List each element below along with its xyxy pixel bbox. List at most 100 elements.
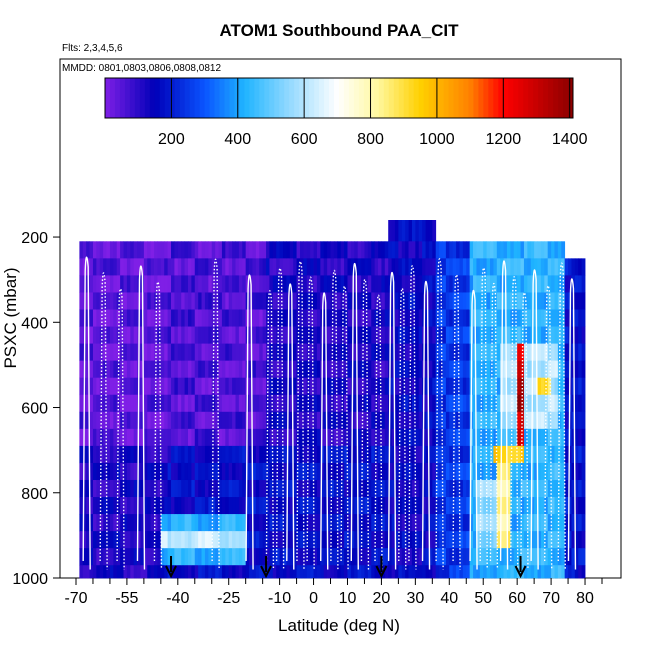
heatmap-cell bbox=[510, 445, 515, 464]
heatmap-cell bbox=[157, 343, 162, 362]
heatmap-cell bbox=[109, 565, 114, 579]
heatmap-cell bbox=[506, 548, 511, 566]
heatmap-cell bbox=[147, 360, 152, 379]
heatmap-cell bbox=[262, 445, 267, 464]
heatmap-cell bbox=[272, 497, 277, 515]
heatmap-cell bbox=[459, 309, 464, 327]
colorbar-swatch bbox=[398, 78, 405, 118]
heatmap-cell bbox=[456, 428, 460, 447]
colorbar-tick-label: 400 bbox=[224, 131, 251, 148]
heatmap-cell bbox=[415, 309, 420, 327]
heatmap-cell bbox=[109, 497, 114, 515]
heatmap-cell bbox=[283, 343, 287, 362]
heatmap-cell bbox=[344, 394, 348, 413]
heatmap-cell bbox=[445, 445, 450, 464]
heatmap-cell bbox=[157, 258, 162, 276]
heatmap-cell bbox=[449, 497, 454, 515]
heatmap-cell bbox=[204, 445, 209, 464]
heatmap-cell bbox=[527, 514, 532, 532]
heatmap-cell bbox=[449, 343, 454, 362]
heatmap-cell bbox=[283, 241, 287, 259]
heatmap-cell bbox=[394, 394, 399, 413]
heatmap-cell bbox=[544, 275, 549, 293]
heatmap-cell bbox=[191, 479, 196, 498]
heatmap-cell bbox=[293, 565, 297, 579]
heatmap-cell bbox=[578, 462, 583, 481]
heatmap-cell bbox=[187, 275, 192, 293]
heatmap-cell bbox=[238, 377, 243, 396]
heatmap-cell bbox=[79, 497, 84, 515]
heatmap-cell bbox=[490, 377, 494, 396]
heatmap-cell bbox=[449, 531, 454, 549]
heatmap-cell bbox=[333, 531, 338, 549]
heatmap-cell bbox=[106, 292, 111, 310]
heatmap-cell bbox=[221, 497, 226, 515]
heatmap-cell bbox=[293, 445, 297, 464]
heatmap-cell bbox=[439, 548, 443, 566]
heatmap-cell bbox=[469, 462, 474, 481]
heatmap-cell bbox=[506, 360, 511, 379]
heatmap-cell bbox=[442, 479, 447, 498]
heatmap-cell bbox=[350, 445, 355, 464]
heatmap-cell bbox=[581, 326, 586, 344]
heatmap-cell bbox=[221, 360, 226, 379]
heatmap-cell bbox=[445, 309, 450, 327]
heatmap-cell bbox=[347, 411, 352, 430]
heatmap-cell bbox=[272, 360, 277, 379]
heatmap-cell bbox=[181, 377, 185, 396]
heatmap-cell bbox=[310, 241, 314, 259]
heatmap-cell bbox=[238, 497, 243, 515]
heatmap-cell bbox=[367, 497, 372, 515]
heatmap-cell bbox=[340, 514, 345, 532]
heatmap-cell bbox=[235, 377, 240, 396]
heatmap-cell bbox=[364, 514, 369, 532]
heatmap-cell bbox=[486, 462, 491, 481]
heatmap-cell bbox=[503, 428, 508, 447]
heatmap-cell bbox=[171, 497, 175, 515]
heatmap-cell bbox=[401, 462, 406, 481]
heatmap-cell bbox=[452, 565, 457, 579]
heatmap-cell bbox=[160, 548, 165, 566]
heatmap-cell bbox=[269, 479, 274, 498]
heatmap-cell bbox=[513, 514, 518, 532]
heatmap-cell bbox=[551, 514, 555, 532]
heatmap-cell bbox=[520, 548, 525, 566]
heatmap-cell bbox=[506, 445, 511, 464]
colorbar-swatch bbox=[553, 78, 559, 118]
heatmap-cell bbox=[547, 377, 552, 396]
heatmap-cell bbox=[106, 565, 111, 579]
heatmap-cell bbox=[422, 548, 426, 566]
heatmap-cell bbox=[204, 326, 209, 344]
heatmap-cell bbox=[92, 411, 97, 430]
heatmap-cell bbox=[89, 548, 94, 566]
heatmap-cell bbox=[167, 394, 172, 413]
heatmap-cell bbox=[561, 241, 566, 259]
heatmap-cell bbox=[517, 275, 521, 293]
heatmap-cell bbox=[150, 565, 155, 579]
heatmap-cell bbox=[283, 360, 287, 379]
heatmap-cell bbox=[571, 445, 576, 464]
heatmap-cell bbox=[371, 292, 376, 310]
flight-track bbox=[408, 265, 417, 570]
heatmap-cell bbox=[401, 514, 406, 532]
colorbar-swatch bbox=[279, 78, 285, 118]
heatmap-cell bbox=[445, 377, 450, 396]
heatmap-cell bbox=[344, 326, 348, 344]
heatmap-cell bbox=[340, 241, 345, 259]
heatmap-cell bbox=[283, 377, 287, 396]
heatmap-cell bbox=[320, 275, 325, 293]
heatmap-cell bbox=[405, 309, 409, 327]
heatmap-cell bbox=[439, 241, 443, 259]
heatmap-cell bbox=[181, 462, 185, 481]
heatmap-cell bbox=[401, 309, 406, 327]
heatmap-cell bbox=[432, 445, 437, 464]
heatmap-cell bbox=[347, 292, 352, 310]
heatmap-cell bbox=[140, 462, 145, 481]
heatmap-cell bbox=[143, 514, 148, 532]
heatmap-cell bbox=[408, 326, 413, 344]
heatmap-cell bbox=[79, 377, 84, 396]
heatmap-cell bbox=[442, 241, 447, 259]
heatmap-cell bbox=[269, 548, 274, 566]
heatmap-cell bbox=[391, 220, 396, 242]
heatmap-cell bbox=[394, 258, 399, 276]
